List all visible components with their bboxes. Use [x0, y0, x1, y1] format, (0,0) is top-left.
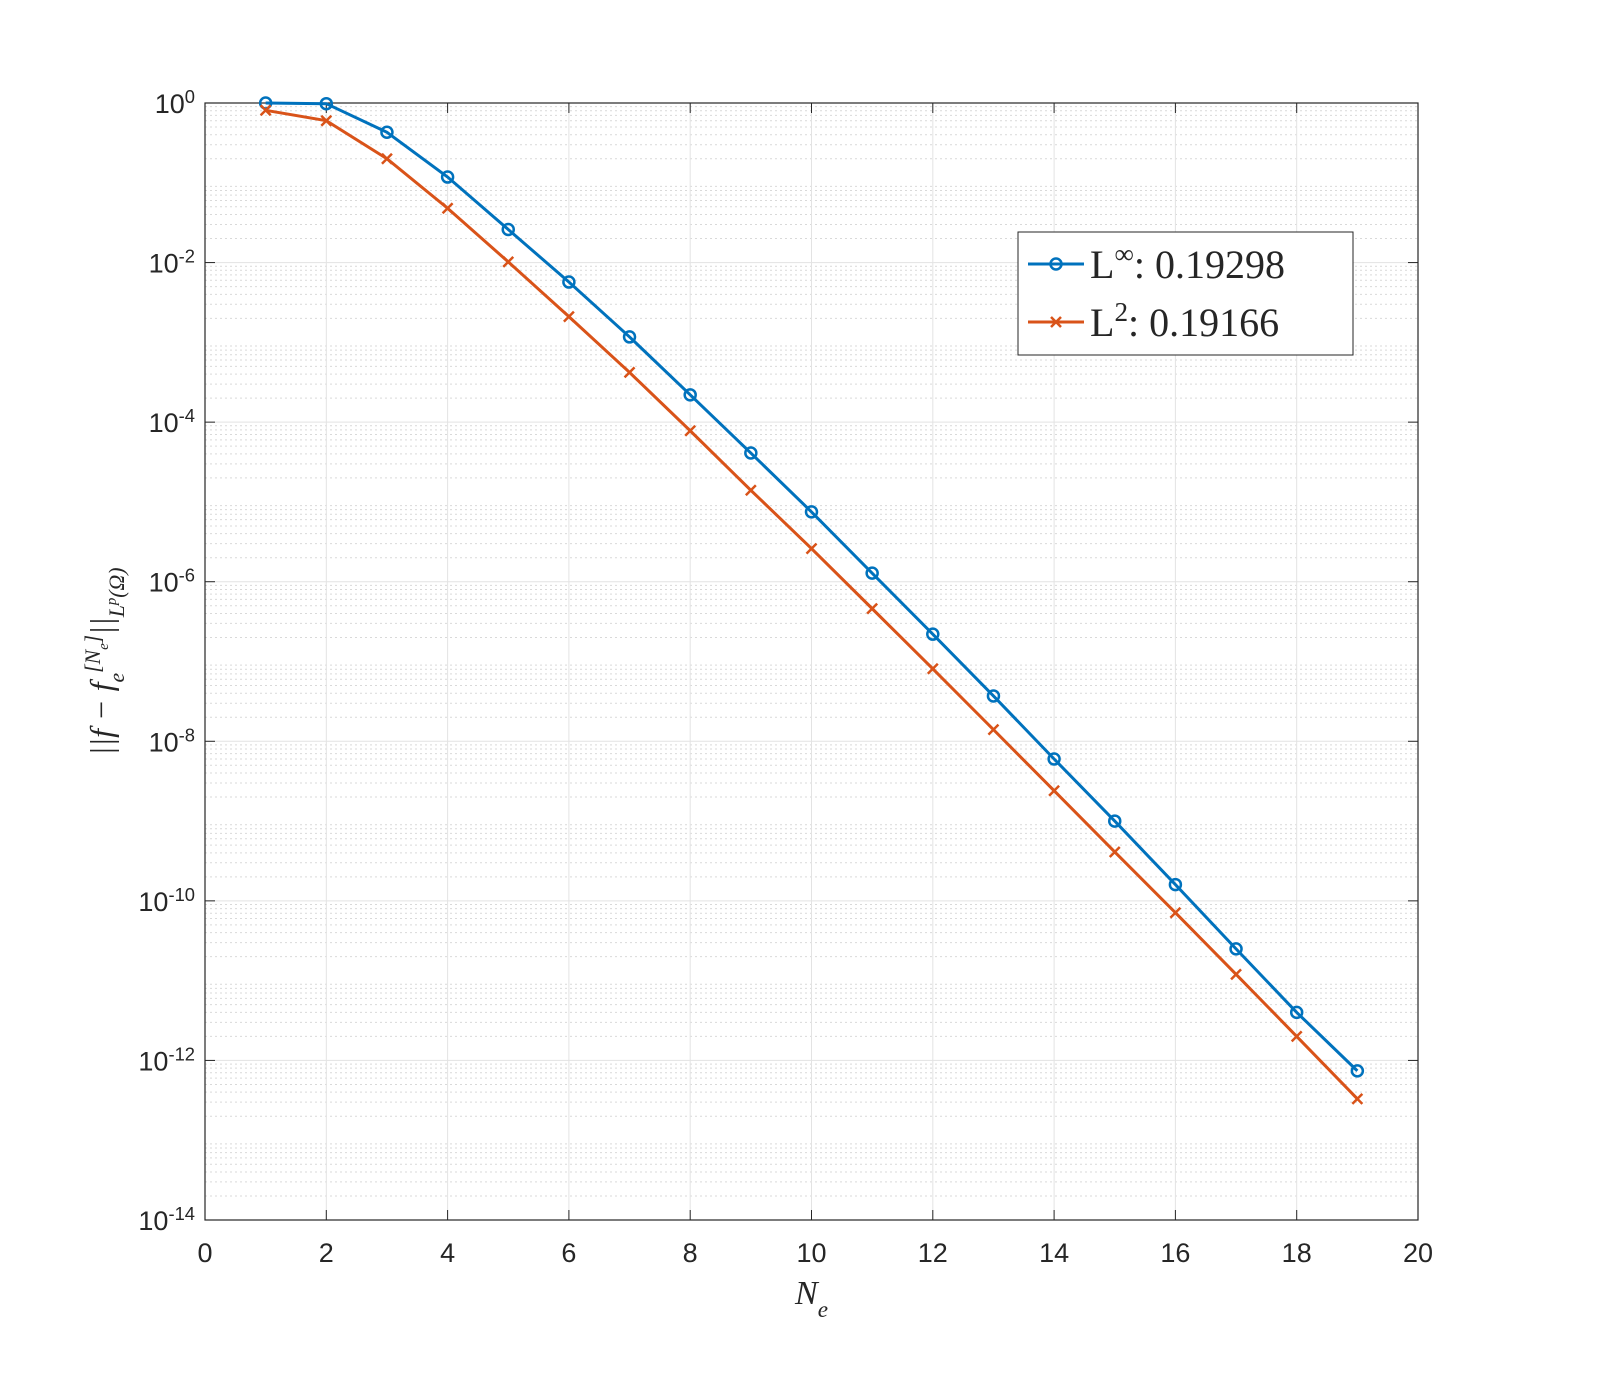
marker	[1168, 877, 1183, 892]
marker	[319, 96, 334, 111]
y-tick-label: 10-8	[149, 724, 195, 758]
marker	[440, 170, 455, 184]
x-tick-label: 16	[1160, 1238, 1190, 1268]
marker	[502, 256, 515, 268]
marker	[804, 505, 819, 519]
marker	[744, 446, 758, 460]
marker	[1169, 906, 1182, 919]
marker	[258, 96, 273, 110]
marker	[1048, 784, 1060, 797]
x-axis-label: Ne	[794, 1275, 828, 1323]
marker	[1108, 814, 1122, 828]
marker	[1049, 257, 1063, 271]
marker	[926, 627, 940, 641]
y-tick-label: 10-2	[149, 245, 195, 279]
marker	[684, 424, 697, 437]
marker	[1290, 1030, 1303, 1043]
marker	[683, 388, 697, 402]
y-tick-label: 10-6	[149, 564, 195, 598]
marker	[1351, 1092, 1364, 1105]
series-line	[265, 101, 1359, 1072]
marker	[987, 723, 1000, 736]
x-tick-label: 20	[1403, 1238, 1433, 1268]
marker	[1050, 316, 1062, 328]
x-tick-label: 4	[440, 1238, 455, 1268]
marker	[865, 566, 879, 580]
y-tick-label: 100	[155, 86, 195, 120]
marker	[562, 275, 576, 289]
x-tick-label: 14	[1039, 1238, 1069, 1268]
x-tick-label: 10	[796, 1238, 826, 1268]
marker	[320, 114, 333, 127]
marker	[866, 602, 879, 615]
plot-frame	[204, 102, 1419, 1221]
marker	[926, 662, 939, 675]
y-tick-label: 10-10	[138, 883, 195, 917]
marker	[623, 366, 636, 379]
marker	[1230, 968, 1242, 981]
x-tick-label: 12	[918, 1238, 948, 1268]
marker	[1047, 752, 1061, 766]
marker	[259, 104, 272, 117]
marker	[380, 125, 394, 139]
x-tick-label: 2	[319, 1238, 334, 1268]
x-tick-label: 0	[197, 1238, 212, 1268]
x-tick-label: 6	[561, 1238, 576, 1268]
marker	[1108, 846, 1121, 858]
marker	[563, 310, 575, 323]
x-tick-label: 18	[1282, 1238, 1312, 1268]
marker	[622, 330, 637, 344]
marker	[1289, 1005, 1304, 1020]
x-tick-label: 8	[683, 1238, 698, 1268]
marker	[501, 222, 515, 237]
marker	[1350, 1064, 1365, 1078]
marker	[986, 689, 1001, 703]
marker	[744, 484, 757, 497]
marker	[441, 202, 454, 215]
marker	[381, 152, 393, 165]
y-tick-label: 10-12	[138, 1043, 195, 1077]
y-tick-label: 10-14	[138, 1203, 195, 1237]
y-tick-label: 10-4	[149, 405, 195, 439]
y-axis-label: ||f − fe[Ne]||Lp(Ω)	[81, 568, 129, 756]
legend-box	[1017, 231, 1354, 356]
marker	[805, 542, 818, 555]
marker	[1229, 942, 1243, 956]
